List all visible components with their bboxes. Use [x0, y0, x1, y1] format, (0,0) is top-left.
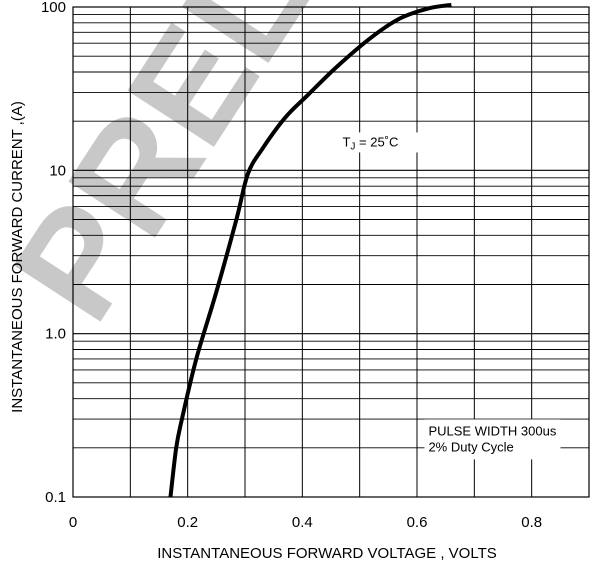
tj-annotation: TJ = 25˚C	[342, 134, 398, 152]
y-tick-label: 100	[41, 0, 66, 16]
x-tick-label: 0.2	[177, 514, 198, 531]
y-tick-label: 0.1	[45, 489, 66, 506]
y-tick-labels: 0.1 1.0 10 100	[41, 0, 66, 506]
pulse-annotation-line: PULSE WIDTH 300us	[428, 423, 556, 438]
y-tick-label: 10	[49, 162, 66, 179]
curves	[168, 2, 452, 498]
watermark-text: PRELIMINARY	[0, 0, 595, 347]
pulse-label-background	[424, 419, 561, 460]
pulse-annotation-line: 2% Duty Cycle	[428, 439, 513, 454]
grid	[72, 7, 590, 497]
watermark: PRELIMINARY	[0, 0, 595, 347]
y-axis-label: INSTANTANEOUS FORWARD CURRENT ,(A)	[9, 101, 26, 413]
x-tick-label: 0.4	[292, 514, 313, 531]
forward-current-curve	[168, 2, 452, 498]
x-tick-label: 0.6	[407, 514, 428, 531]
plot-frame	[72, 6, 590, 498]
x-tick-labels: 0 0.2 0.4 0.6 0.8	[69, 514, 542, 531]
y-tick-label: 1.0	[45, 326, 66, 343]
tj-label-background	[337, 132, 420, 153]
x-tick-label: 0	[69, 514, 77, 531]
x-axis-label: INSTANTANEOUS FORWARD VOLTAGE , VOLTS	[157, 545, 497, 562]
x-tick-label: 0.8	[521, 514, 542, 531]
